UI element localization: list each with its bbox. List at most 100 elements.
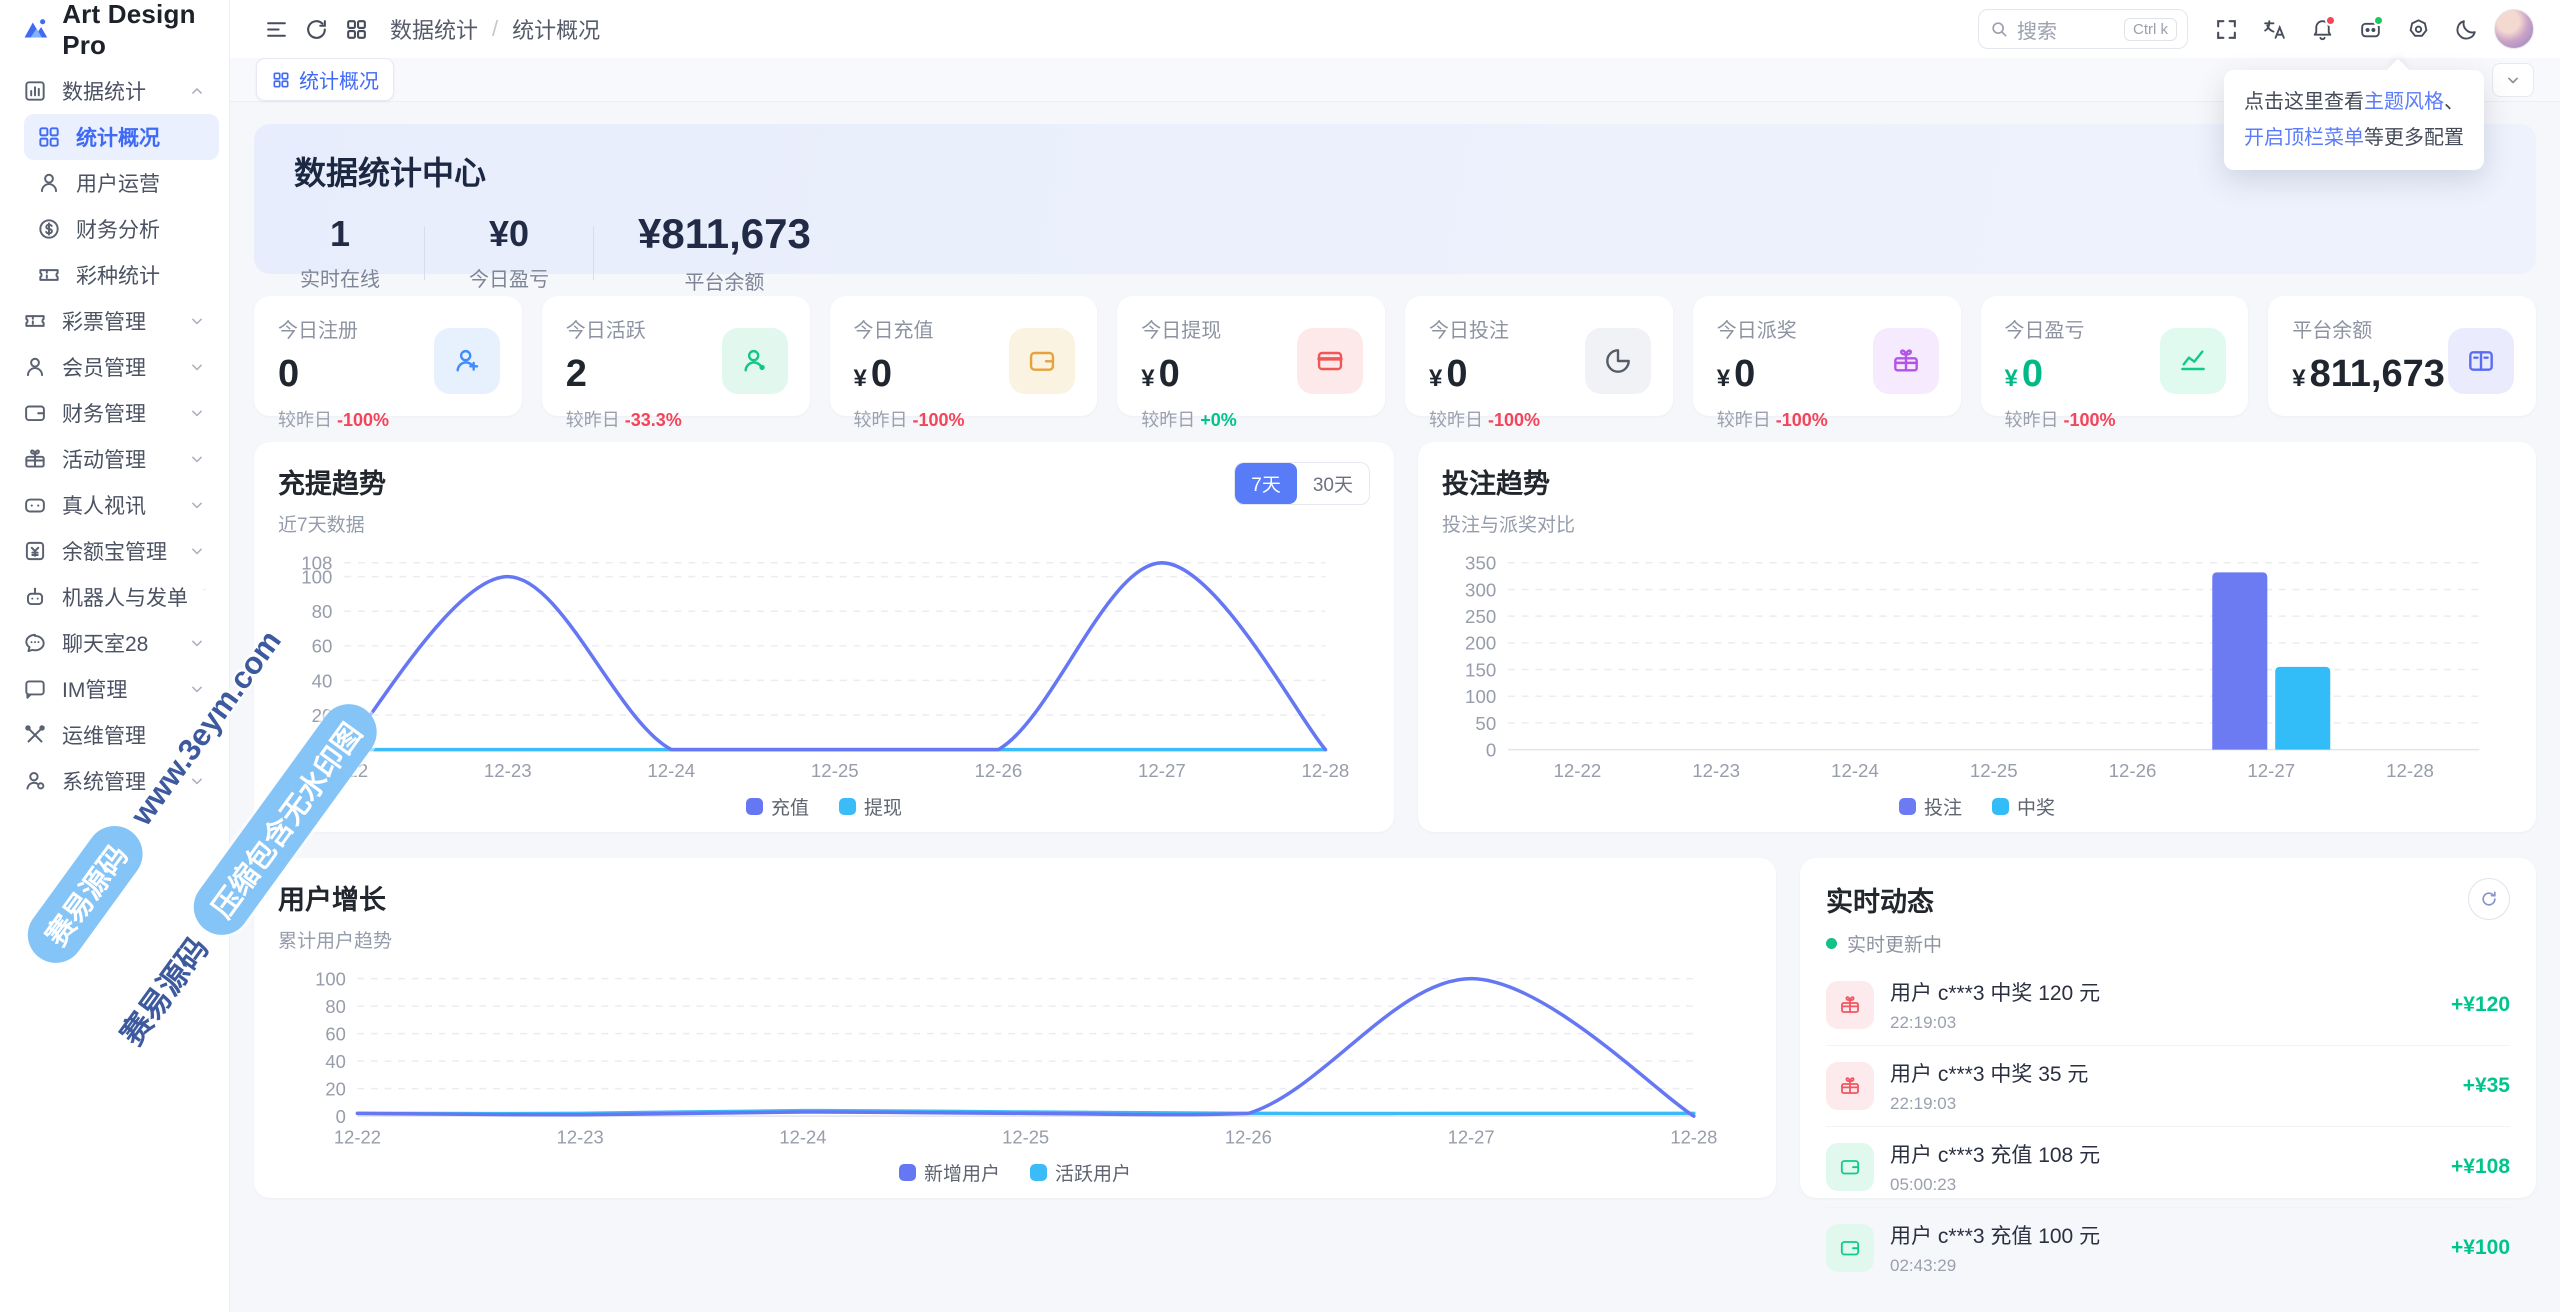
stat-label: 今日派奖 [1716, 320, 1797, 342]
search-input[interactable]: 搜索 Ctrl k [1978, 9, 2188, 49]
card-icon [1317, 351, 1343, 371]
sidebar-item-系统管理[interactable]: 系统管理 [10, 758, 219, 804]
activity-item[interactable]: 用户 c***3 充值 100 元 02:43:29 +¥100 [1826, 1208, 2510, 1288]
stat-card-今日投注[interactable]: 今日投注 ¥0 较昨日 -100% [1405, 296, 1673, 430]
sidebar-item-财务管理[interactable]: 财务管理 [10, 390, 219, 436]
svg-text:12-23: 12-23 [557, 1126, 604, 1147]
bet-trend-chart[interactable]: 0 50 100 150 200 250 300 350 12-22 12-23 12-24 12-2… [1442, 551, 2512, 785]
chev-down-icon [192, 778, 202, 785]
stat-label: 今日活跃 [565, 320, 646, 342]
svg-text:200: 200 [1465, 633, 1496, 654]
sidebar-item-运维管理[interactable]: 运维管理 [10, 712, 219, 758]
range-7天-button[interactable]: 7天 [1235, 463, 1297, 504]
legend-swatch [745, 798, 763, 815]
tab-overview[interactable]: 统计概况 [256, 58, 394, 101]
sidebar-item-财务分析[interactable]: 财务分析 [24, 206, 219, 252]
wallet-icon [1030, 351, 1055, 371]
svg-text:12-23: 12-23 [1692, 760, 1740, 781]
user-avatar[interactable] [2494, 9, 2534, 49]
svg-text:250: 250 [1465, 606, 1496, 627]
stat-card-今日活跃[interactable]: 今日活跃 2 较昨日 -33.3% [541, 296, 810, 430]
sidebar-item-彩种统计[interactable]: 彩种统计 [24, 252, 219, 298]
legend-item-充值[interactable]: 充值 [745, 793, 809, 820]
activity-item[interactable]: 用户 c***3 中奖 120 元 22:19:03 +¥120 [1826, 965, 2510, 1046]
sidebar-item-真人视讯[interactable]: 真人视讯 [10, 482, 219, 528]
legend-item-中奖[interactable]: 中奖 [1992, 793, 2055, 820]
svg-text:0: 0 [1486, 739, 1496, 760]
refresh-icon[interactable] [296, 9, 336, 49]
sidebar-item-IM管理[interactable]: IM管理 [10, 666, 219, 712]
hero-divider [424, 225, 425, 280]
hero-stat: 1 实时在线 [294, 213, 424, 292]
svg-text:12-27: 12-27 [1138, 760, 1186, 781]
chev-down-icon [203, 588, 206, 591]
chev-down-icon [192, 686, 202, 693]
stat-icon-box [2160, 328, 2227, 394]
top-menu-link[interactable]: 开启顶栏菜单 [2244, 127, 2364, 149]
stat-card-平台余额[interactable]: 平台余额 ¥811,673 [2268, 296, 2536, 416]
svg-text:100: 100 [1465, 686, 1496, 707]
sidebar-item-聊天室28[interactable]: 聊天室28 [10, 620, 219, 666]
activity-item[interactable]: 用户 c***3 充值 108 元 05:00:23 +¥108 [1826, 1127, 2510, 1208]
breadcrumb-parent[interactable]: 数据统计 [390, 18, 479, 43]
wallet-icon [1840, 1241, 1860, 1256]
notifications-icon[interactable] [2302, 9, 2342, 49]
legend-item-投注[interactable]: 投注 [1898, 793, 1962, 820]
app-title: Art Design Pro [62, 0, 196, 60]
stat-card-今日充值[interactable]: 今日充值 ¥0 较昨日 -100% [829, 296, 1098, 430]
activity-item[interactable]: 用户 c***3 中奖 35 元 22:19:03 +¥35 [1826, 1046, 2510, 1127]
svg-text:100: 100 [315, 968, 346, 989]
svg-text:300: 300 [1465, 579, 1496, 600]
settings-icon[interactable] [2398, 9, 2438, 49]
svg-text:12-22: 12-22 [320, 760, 368, 781]
activity-icon-box [1826, 981, 1874, 1029]
stat-value: ¥0 [1141, 353, 1180, 395]
tooltip-line1: 点击这里查看主题风格、 [2244, 91, 2464, 113]
sidebar-group-数据统计[interactable]: 数据统计 [10, 68, 219, 114]
activity-refresh-button[interactable] [2468, 878, 2510, 920]
user-growth-chart[interactable]: 0 20 40 60 80 100 12-22 12-23 12-24 12-25 12-26 12-… [278, 967, 1752, 1151]
assistant-icon[interactable] [2350, 9, 2390, 49]
fullscreen-icon[interactable] [2206, 9, 2246, 49]
stat-value: ¥0 [2004, 353, 2044, 395]
tab-options-button[interactable] [2492, 62, 2534, 97]
hero-divider [593, 225, 594, 280]
hero-stat-value: 1 [329, 213, 351, 254]
legend-item-新增用户[interactable]: 新增用户 [898, 1159, 1000, 1186]
svg-text:12-26: 12-26 [1225, 1126, 1272, 1147]
range-30天-button[interactable]: 30天 [1312, 475, 1353, 496]
sidebar-item-彩票管理[interactable]: 彩票管理 [10, 298, 219, 344]
activity-icon-box [1826, 1224, 1874, 1272]
svg-text:150: 150 [1465, 659, 1496, 680]
svg-text:12-27: 12-27 [2247, 760, 2295, 781]
stat-icon-box [433, 328, 500, 394]
dark-mode-icon[interactable] [2446, 9, 2486, 49]
stat-value: ¥811,673 [2292, 353, 2445, 395]
sidebar-item-机器人与发单[interactable]: 机器人与发单 [10, 574, 219, 620]
theme-style-link[interactable]: 主题风格 [2364, 91, 2444, 113]
sidebar-item-余额宝管理[interactable]: 余额宝管理 [10, 528, 219, 574]
stat-card-今日提现[interactable]: 今日提现 ¥0 较昨日 +0% [1117, 296, 1385, 430]
sidebar-item-活动管理[interactable]: 活动管理 [10, 436, 219, 482]
menu-toggle-icon[interactable] [256, 9, 296, 49]
sidebar-item-用户运营[interactable]: 用户运营 [24, 160, 219, 206]
sidebar-item-会员管理[interactable]: 会员管理 [10, 344, 219, 390]
activity-amount: +¥35 [2462, 1074, 2510, 1097]
user-check-icon [743, 349, 765, 372]
legend-item-活跃用户[interactable]: 活跃用户 [1030, 1159, 1131, 1186]
tooltip-line2: 开启顶栏菜单等更多配置 [2244, 127, 2464, 149]
stat-value: 2 [565, 353, 587, 395]
stat-card-今日注册[interactable]: 今日注册 0 较昨日 -100% [254, 296, 522, 430]
stat-card-今日盈亏[interactable]: 今日盈亏 ¥0 较昨日 -100% [1980, 296, 2249, 430]
app-logo[interactable]: Art Design Pro [0, 0, 229, 60]
translate-icon[interactable] [2254, 9, 2294, 49]
stat-card-今日派奖[interactable]: 今日派奖 ¥0 较昨日 -100% [1692, 296, 1961, 430]
svg-text:12-26: 12-26 [974, 760, 1022, 781]
legend-item-提现[interactable]: 提现 [839, 793, 902, 820]
user-add-icon [456, 349, 478, 372]
svg-text:12-22: 12-22 [334, 1126, 381, 1147]
sidebar-item-统计概况[interactable]: 统计概况 [24, 114, 219, 160]
logo-icon [24, 19, 48, 38]
apps-grid-icon[interactable] [336, 9, 376, 49]
